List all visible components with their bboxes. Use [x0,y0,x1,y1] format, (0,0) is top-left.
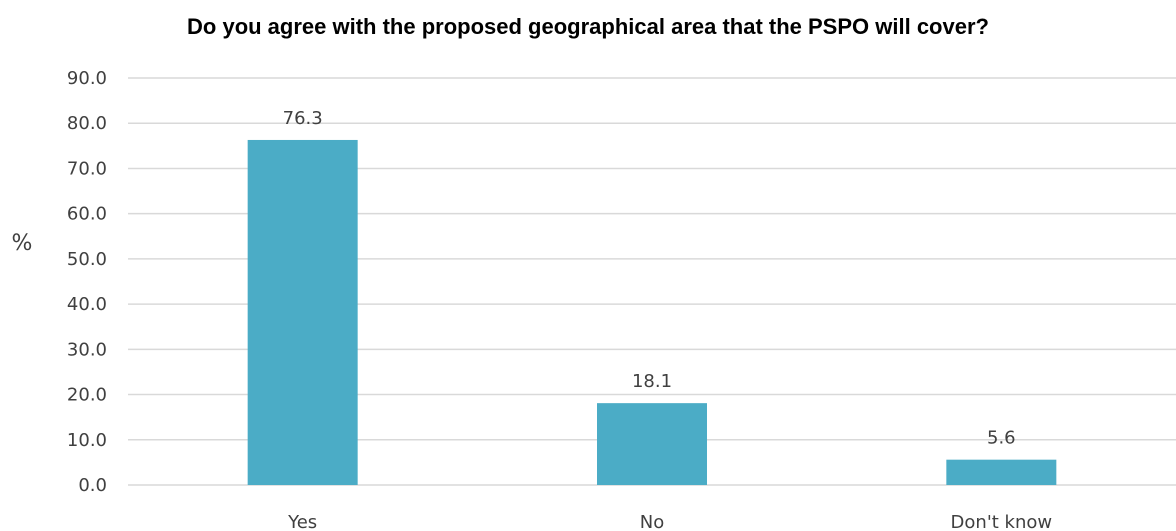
y-tick-label: 40.0 [67,294,107,315]
y-tick-label: 90.0 [67,68,107,89]
y-tick-label: 0.0 [78,475,107,496]
y-axis-ticks: 0.0 10.0 20.0 30.0 40.0 50.0 60.0 70.0 80.0 90.0 [67,68,107,496]
y-tick-label: 50.0 [67,249,107,270]
x-category-label: No [640,512,664,531]
data-label: 5.6 [987,428,1016,449]
bar-no [597,403,707,485]
chart-title: Do you agree with the proposed geographi… [187,14,989,39]
y-tick-label: 20.0 [67,385,107,406]
y-tick-label: 70.0 [67,158,107,179]
x-axis-categories: Yes No Don't know [287,512,1052,531]
bar-yes [247,139,358,485]
y-tick-label: 10.0 [67,430,107,451]
y-tick-label: 80.0 [67,113,107,134]
y-axis-title: % [12,231,33,256]
data-label: 76.3 [283,108,323,129]
data-label: 18.1 [632,371,672,392]
x-category-label: Yes [287,512,317,531]
bar-don-t-know [946,459,1057,485]
y-tick-label: 60.0 [67,204,107,225]
data-labels: 76.3 18.1 5.6 [283,108,1016,449]
x-category-label: Don't know [951,512,1053,531]
y-tick-label: 30.0 [67,339,107,360]
bars [247,139,1057,485]
